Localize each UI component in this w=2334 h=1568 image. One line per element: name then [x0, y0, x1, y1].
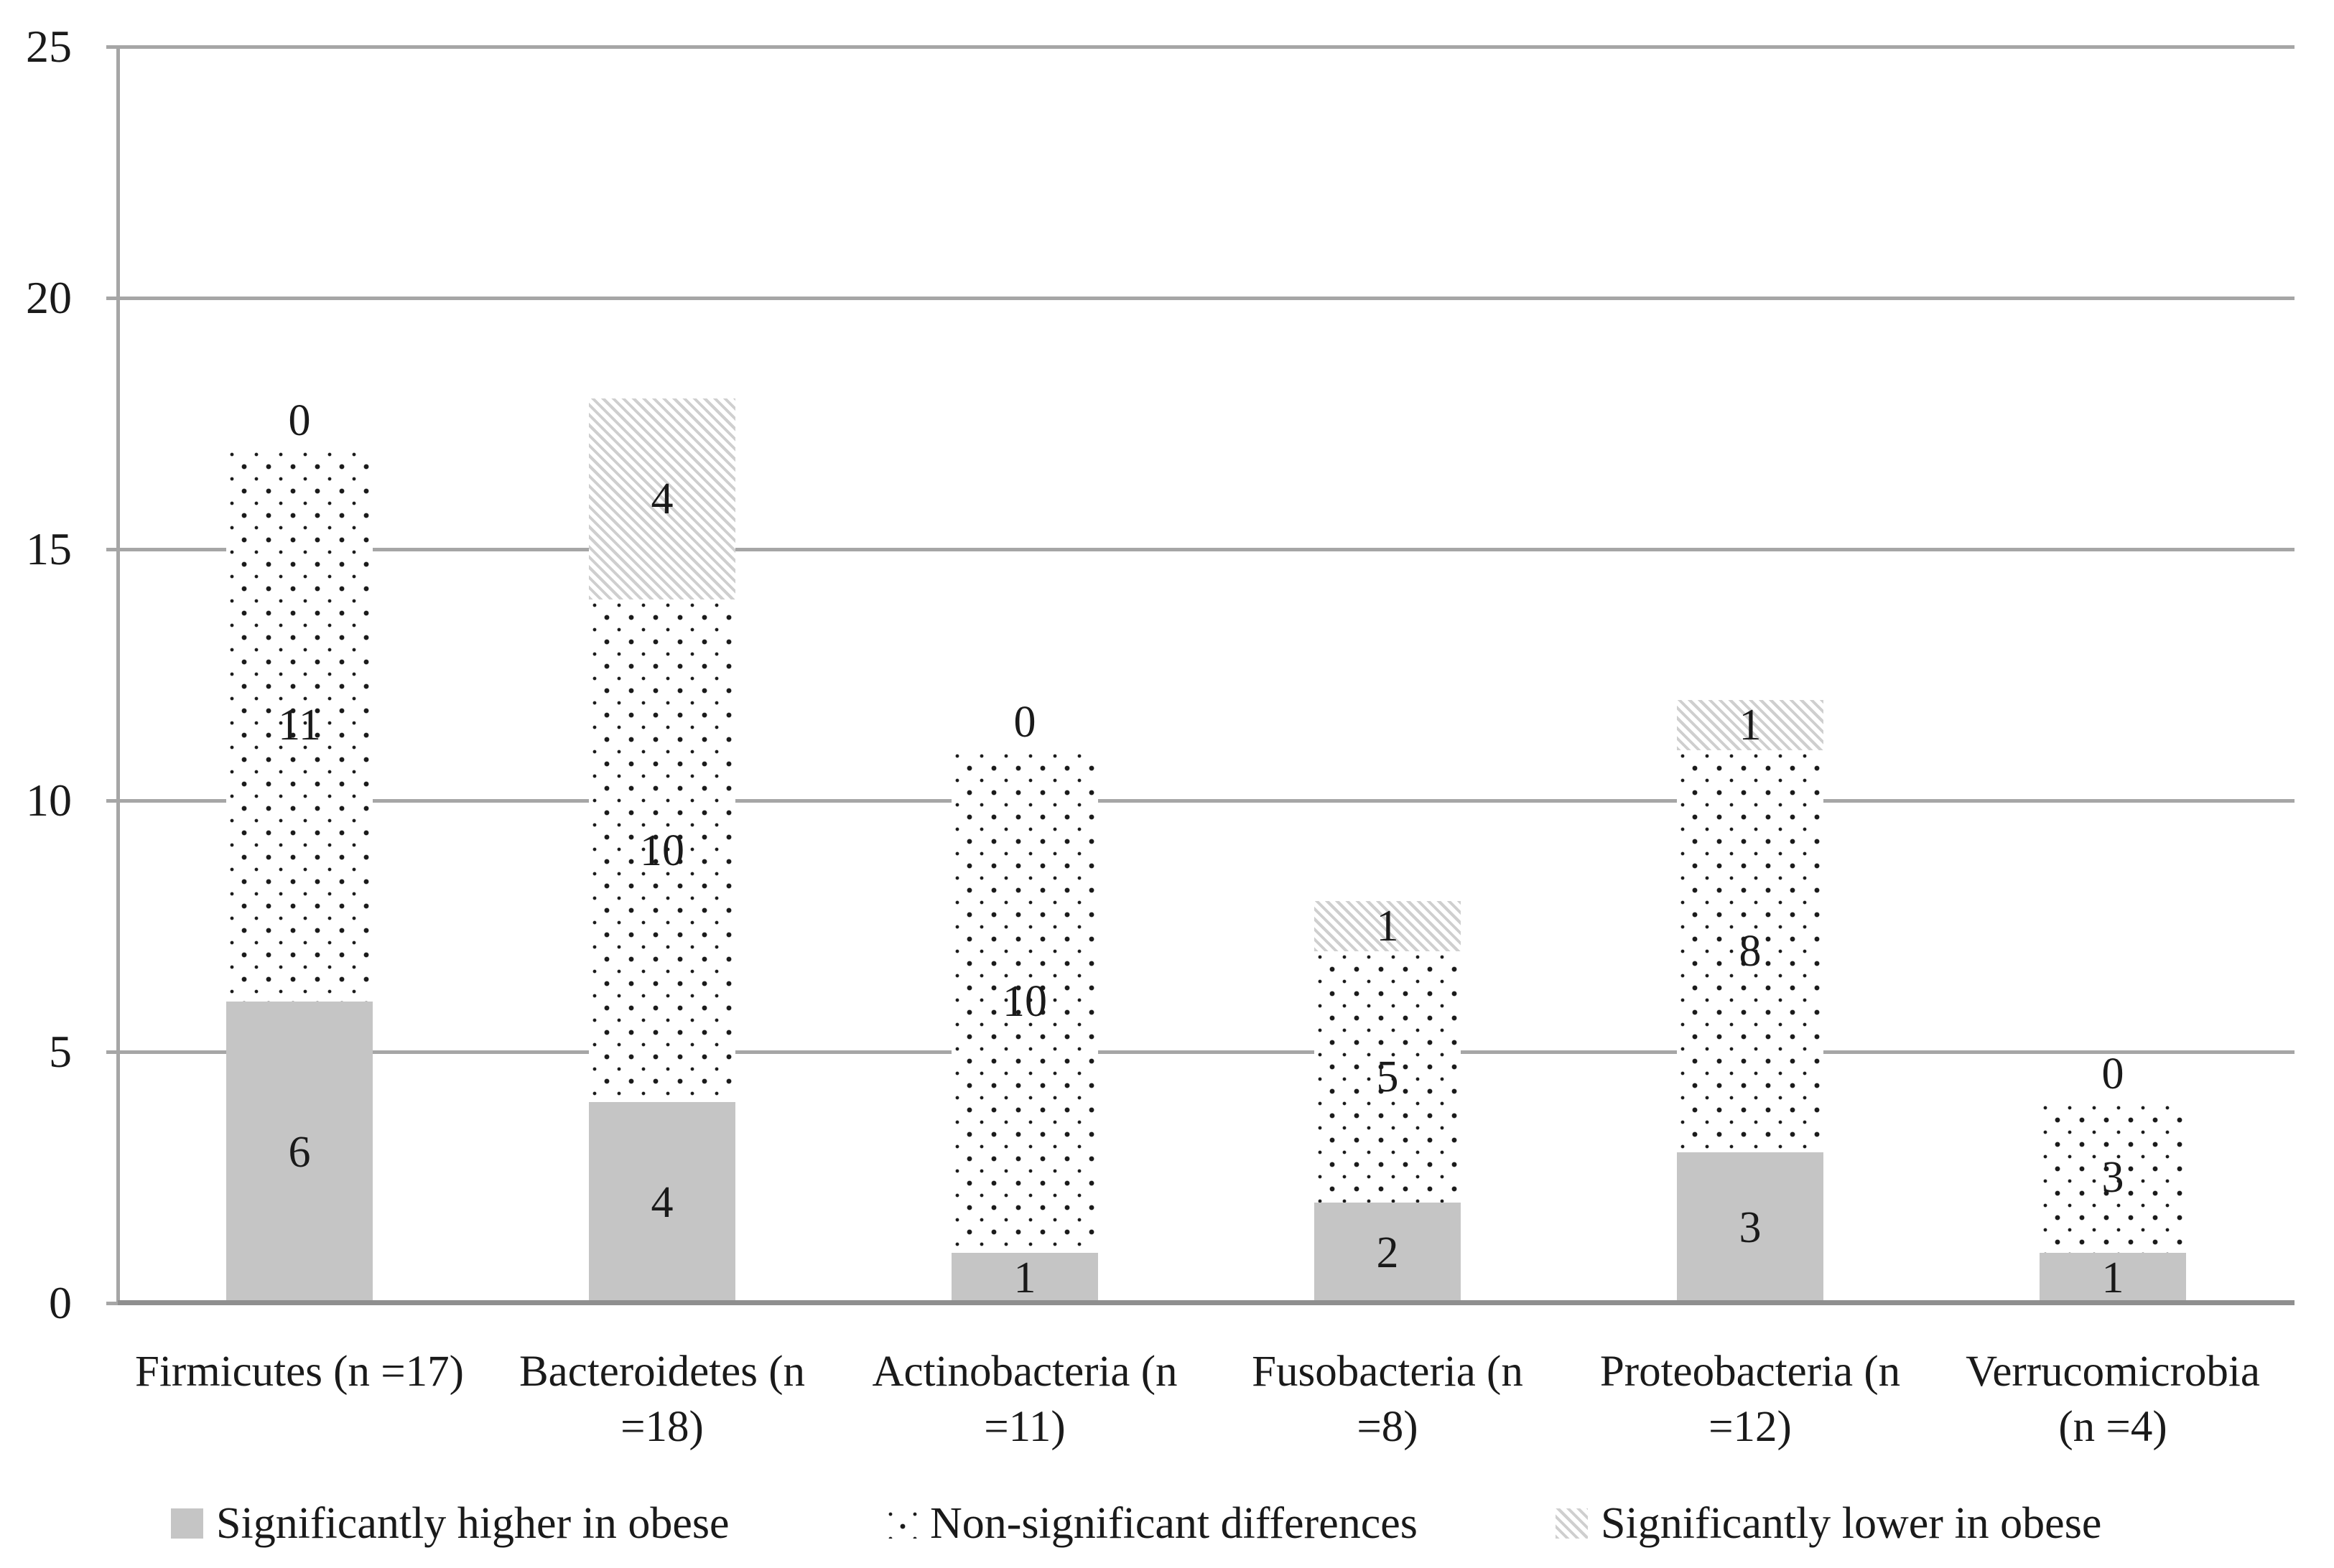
- category-label-line: Verrucomicrobia: [1966, 1348, 2260, 1396]
- category-label-line: =11): [984, 1403, 1066, 1451]
- category-label-line: =12): [1708, 1403, 1792, 1451]
- legend-item-lower: Significantly lower in obese: [1556, 1501, 2101, 1546]
- legend-label: Non-significant differences: [930, 1499, 1418, 1548]
- segment-lower-zero-label: 0: [1013, 698, 1036, 747]
- segment-value-label: 11: [278, 701, 321, 750]
- legend-swatch-hatch-icon: [1556, 1508, 1588, 1539]
- y-axis-tick-0: [106, 1302, 118, 1305]
- legend-label: Significantly lower in obese: [1601, 1499, 2102, 1548]
- y-axis-tick-10: [106, 799, 118, 803]
- plot-area: 6 11 0 4 10 4 1 10: [118, 45, 2295, 1305]
- segment-higher: 6: [226, 1002, 373, 1303]
- gridline-20: [118, 297, 2295, 300]
- segment-value-label: 2: [1376, 1228, 1399, 1277]
- segment-nonsignificant: 8: [1677, 750, 1823, 1152]
- legend-swatch-solid-gray-icon: [171, 1508, 203, 1539]
- gridline-15: [118, 548, 2295, 551]
- segment-value-label: 8: [1739, 927, 1762, 976]
- segment-higher: 1: [2040, 1253, 2186, 1303]
- y-axis-line: [116, 45, 120, 1305]
- legend-item-higher: Significantly higher in obese: [171, 1501, 730, 1546]
- segment-higher: 4: [589, 1102, 735, 1303]
- segment-value-label: 5: [1376, 1053, 1399, 1101]
- gridline-5: [118, 1050, 2295, 1054]
- category-label-line: =18): [620, 1403, 704, 1451]
- category-label-line: (n =4): [2058, 1403, 2167, 1451]
- legend-item-nonsignificant: Non-significant differences: [885, 1501, 1418, 1546]
- segment-value-label: 1: [1013, 1254, 1036, 1302]
- segment-value-label: 1: [1376, 902, 1399, 951]
- y-tick-label-0: 0: [49, 1277, 72, 1328]
- category-label-line: =8): [1357, 1403, 1418, 1451]
- y-axis-tick-15: [106, 548, 118, 551]
- category-label-line: Bacteroidetes (n: [519, 1348, 806, 1396]
- segment-value-label: 6: [288, 1128, 311, 1177]
- segment-lower: 4: [589, 398, 735, 599]
- segment-lower: 1: [1677, 700, 1823, 750]
- gridline-25: [118, 45, 2295, 49]
- category-label-bacteroidetes: Bacteroidetes (n =18): [461, 1344, 863, 1455]
- x-axis-line: [118, 1300, 2295, 1305]
- y-axis-tick-20: [106, 297, 118, 300]
- segment-value-label: 3: [1739, 1203, 1762, 1252]
- segment-higher: 1: [952, 1253, 1098, 1303]
- segment-value-label: 10: [1003, 977, 1047, 1026]
- segment-lower: 1: [1314, 901, 1461, 951]
- category-label-verrucomicrobia: Verrucomicrobia (n =4): [1912, 1344, 2314, 1455]
- legend-label: Significantly higher in obese: [216, 1499, 730, 1548]
- segment-value-label: 1: [2101, 1254, 2124, 1302]
- category-label-proteobacteria: Proteobacteria (n =12): [1549, 1344, 1951, 1455]
- segment-nonsignificant: 10: [589, 599, 735, 1102]
- category-label-line: Actinobacteria (n: [872, 1348, 1178, 1396]
- y-tick-label-20: 20: [26, 272, 72, 323]
- y-axis-tick-5: [106, 1050, 118, 1054]
- segment-value-label: 10: [640, 826, 684, 875]
- segment-nonsignificant: 11: [226, 449, 373, 1002]
- category-label-line: Proteobacteria (n: [1599, 1348, 1901, 1396]
- gridline-10: [118, 799, 2295, 803]
- segment-higher: 3: [1677, 1152, 1823, 1303]
- legend-swatch-dotted-icon: [885, 1508, 917, 1539]
- category-label-line: Fusobacteria (n: [1252, 1348, 1523, 1396]
- segment-higher: 2: [1314, 1203, 1461, 1303]
- segment-nonsignificant: 10: [952, 750, 1098, 1253]
- segment-lower-zero-label: 0: [288, 396, 311, 445]
- segment-nonsignificant: 3: [2040, 1102, 2186, 1253]
- y-tick-label-15: 15: [26, 523, 72, 574]
- y-tick-label-5: 5: [49, 1026, 72, 1077]
- category-label-actinobacteria: Actinobacteria (n =11): [824, 1344, 1226, 1455]
- y-axis-tick-25: [106, 45, 118, 49]
- category-label-line: Firmicutes (n =17): [135, 1348, 464, 1396]
- segment-value-label: 3: [2101, 1153, 2124, 1202]
- segment-value-label: 4: [651, 1178, 674, 1227]
- segment-value-label: 4: [651, 475, 674, 523]
- segment-nonsignificant: 5: [1314, 951, 1461, 1203]
- category-label-fusobacteria: Fusobacteria (n =8): [1186, 1344, 1589, 1455]
- y-tick-label-25: 25: [26, 21, 72, 72]
- segment-value-label: 1: [1739, 701, 1762, 750]
- segment-lower-zero-label: 0: [2101, 1050, 2124, 1098]
- category-label-firmicutes: Firmicutes (n =17): [98, 1344, 501, 1399]
- y-tick-label-10: 10: [26, 775, 72, 826]
